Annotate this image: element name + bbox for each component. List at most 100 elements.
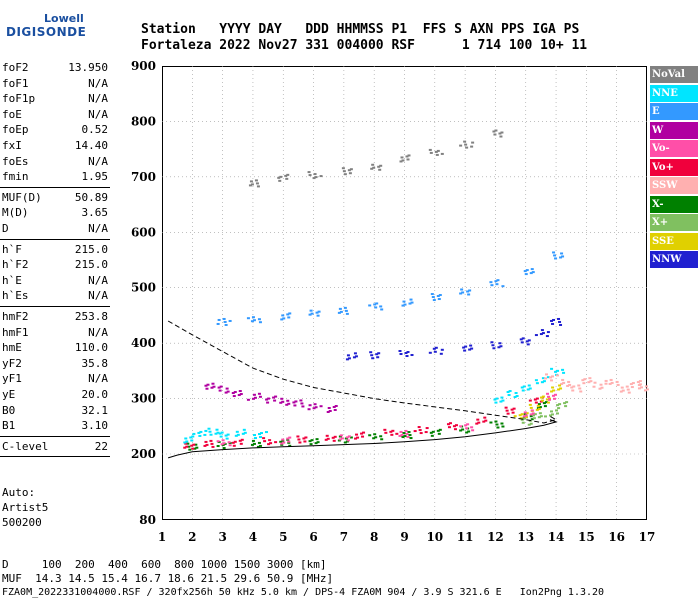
- param-hmf1: hmF1 N/A: [2, 325, 108, 341]
- param-separator: [0, 456, 110, 458]
- x-tick-label: 12: [487, 530, 504, 544]
- param-he: h`E N/A: [2, 273, 108, 289]
- y-tick-label: 80: [139, 513, 156, 527]
- legend-item-x: X-: [650, 195, 698, 213]
- auto-label: Auto:: [2, 486, 36, 499]
- param-value: N/A: [88, 372, 108, 386]
- param-label: hmF2: [2, 310, 29, 323]
- x-tick-label: 13: [517, 530, 534, 544]
- legend-item-noval: NoVal: [650, 66, 698, 83]
- footer-file-info: FZA0M_2022331004000.RSF / 320fx256h 50 k…: [2, 587, 605, 598]
- param-hmf2: hmF2 253.8: [2, 309, 108, 325]
- param-value: 110.0: [74, 341, 108, 355]
- param-hme: hmE 110.0: [2, 340, 108, 356]
- x-tick-label: 10: [426, 530, 443, 544]
- x-tick-label: 3: [218, 530, 226, 544]
- param-value: 20.0: [81, 388, 109, 401]
- legend-item-w: W: [650, 121, 698, 139]
- param-fof1p: foF1p N/A: [2, 91, 108, 107]
- legend-item-nne: NNE: [650, 84, 698, 102]
- param-label: yF1: [2, 372, 22, 386]
- param-value: 253.8: [74, 310, 108, 323]
- param-clevel: C-level 22: [2, 439, 108, 455]
- param-label: D: [2, 222, 9, 235]
- param-value: 14.40: [74, 139, 108, 152]
- param-yf2: yF2 35.8: [2, 356, 108, 372]
- footer-muf-row: MUF 14.3 14.5 15.4 16.7 18.6 21.5 29.6 5…: [2, 572, 334, 585]
- param-value: 0.52: [81, 123, 109, 137]
- param-value: 3.10: [81, 419, 109, 433]
- y-tick-label: 800: [131, 114, 156, 128]
- param-label: foEp: [2, 123, 29, 137]
- param-label: foEs: [2, 154, 29, 168]
- legend-item-sse: SSE: [650, 232, 698, 250]
- legend-item-ssw: SSW: [650, 177, 698, 194]
- param-label: h`Es: [2, 289, 29, 303]
- x-tick-label: 8: [370, 530, 378, 544]
- param-label: h`F2: [2, 258, 29, 272]
- param-foe: foE N/A: [2, 107, 108, 123]
- param-fof2: foF2 13.950: [2, 60, 108, 76]
- legend-item-vo: Vo+: [650, 158, 698, 176]
- x-tick-label: 2: [188, 530, 196, 544]
- y-tick-label: 700: [131, 170, 156, 184]
- artist-version: Artist5: [2, 501, 49, 514]
- param-mufd: MUF(D) 50.89: [2, 190, 108, 206]
- param-value: 215.0: [74, 258, 108, 272]
- param-value: N/A: [88, 107, 108, 121]
- x-tick-label: 16: [608, 530, 625, 544]
- param-b1: B1 3.10: [2, 418, 108, 434]
- param-value: 1.95: [81, 170, 109, 184]
- param-md: M(D) 3.65: [2, 205, 108, 221]
- param-d: D N/A: [2, 221, 108, 237]
- logo-digisonde-text: DIGISONDE: [6, 25, 87, 39]
- param-separator: [0, 186, 110, 188]
- param-foep: foEp 0.52: [2, 122, 108, 138]
- ionogram-plot-frame: [162, 66, 647, 520]
- param-label: foF1p: [2, 92, 36, 106]
- param-value: N/A: [88, 154, 108, 168]
- x-tick-label: 14: [548, 530, 565, 544]
- x-tick-label: 11: [457, 530, 474, 544]
- param-label: fmin: [2, 170, 29, 184]
- param-value: N/A: [88, 289, 108, 303]
- y-tick-label: 200: [131, 447, 156, 461]
- param-foes: foEs N/A: [2, 154, 108, 170]
- param-value: 3.65: [81, 206, 109, 220]
- param-separator: [0, 238, 110, 240]
- footer-distance-row: D 100 200 400 600 800 1000 1500 3000 [km…: [2, 558, 327, 571]
- header-row-labels: Station YYYY DAY DDD HHMMSS P1 FFS S AXN…: [141, 22, 580, 37]
- param-label: B1: [2, 419, 16, 433]
- legend-item-e: E: [650, 103, 698, 120]
- logo-lowell-text: Lowell: [44, 12, 84, 25]
- param-value: N/A: [88, 222, 108, 235]
- legend-item-nnw: NNW: [650, 251, 698, 268]
- x-tick-label: 5: [279, 530, 287, 544]
- y-tick-label: 400: [131, 336, 156, 350]
- x-tick-label: 6: [309, 530, 317, 544]
- param-value: 35.8: [81, 356, 109, 370]
- param-label: foF1: [2, 76, 29, 90]
- param-value: N/A: [88, 76, 108, 90]
- param-label: B0: [2, 403, 16, 417]
- param-value: N/A: [88, 92, 108, 106]
- y-tick-label: 500: [131, 281, 156, 295]
- param-label: foF2: [2, 61, 29, 74]
- param-label: h`E: [2, 273, 22, 287]
- param-label: foE: [2, 107, 22, 121]
- param-fof1: foF1 N/A: [2, 76, 108, 92]
- param-hf2: h`F2 215.0: [2, 257, 108, 273]
- x-tick-label: 7: [340, 530, 348, 544]
- param-label: C-level: [2, 439, 49, 453]
- x-tick-label: 15: [578, 530, 595, 544]
- param-separator: [0, 435, 110, 437]
- y-tick-label: 900: [131, 59, 156, 73]
- param-yf1: yF1 N/A: [2, 371, 108, 387]
- param-label: MUF(D): [2, 190, 42, 204]
- y-tick-label: 300: [131, 392, 156, 406]
- param-value: 13.950: [68, 61, 108, 74]
- x-tick-label: 1: [158, 530, 166, 544]
- header-row-values: Fortaleza 2022 Nov27 331 004000 RSF 1 71…: [141, 38, 588, 53]
- param-value: N/A: [88, 273, 108, 287]
- param-label: hmE: [2, 341, 22, 355]
